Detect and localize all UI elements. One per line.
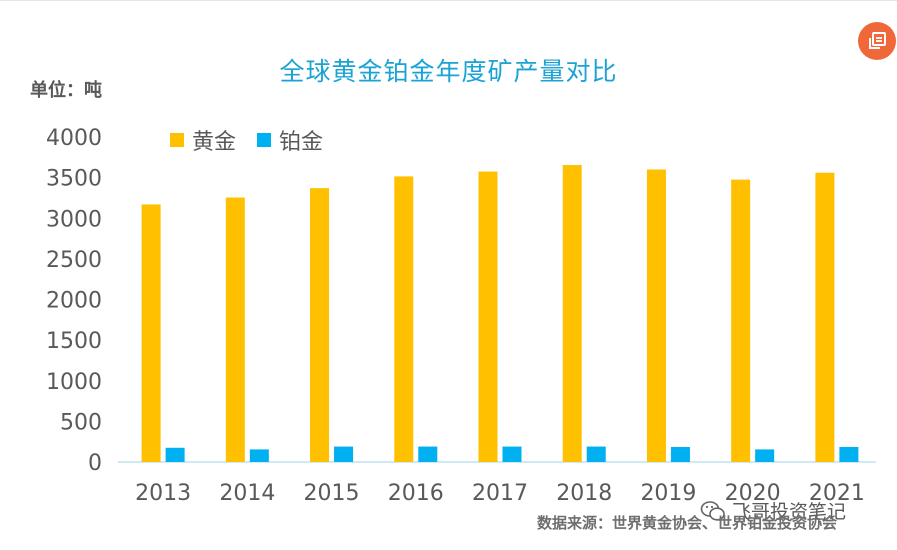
bar-platinum-2013 — [165, 447, 185, 462]
legend-swatch-1 — [257, 133, 271, 147]
share-icon — [869, 32, 886, 49]
wechat-icon — [700, 500, 725, 521]
bar-gold-2020 — [731, 179, 751, 462]
watermark: 飞哥投资笔记 — [700, 497, 846, 524]
y-tick-label: 1000 — [46, 370, 102, 395]
bar-gold-2013 — [141, 204, 161, 462]
bar-gold-2021 — [815, 172, 835, 462]
y-tick-label: 1500 — [46, 329, 102, 354]
x-tick-label: 2014 — [219, 481, 275, 506]
bar-platinum-2021 — [839, 446, 859, 462]
bar-platinum-2019 — [670, 446, 690, 462]
x-tick-label: 2017 — [472, 481, 528, 506]
bar-platinum-2016 — [418, 446, 438, 462]
y-tick-label: 0 — [88, 451, 102, 476]
unit-label: 单位：吨 — [30, 80, 102, 101]
bar-gold-2015 — [310, 188, 330, 462]
y-tick-label: 500 — [60, 410, 102, 435]
top-divider — [0, 0, 897, 1]
bar-platinum-2018 — [586, 446, 606, 462]
bar-platinum-2017 — [502, 446, 522, 462]
bar-platinum-2015 — [334, 446, 354, 462]
bar-gold-2017 — [478, 171, 498, 462]
y-tick-label: 3500 — [46, 167, 102, 192]
x-tick-label: 2021 — [809, 481, 865, 506]
legend-swatch-0 — [170, 133, 184, 147]
bar-gold-2018 — [562, 165, 582, 462]
legend-label-1: 铂金 — [279, 130, 323, 155]
chart-title: 全球黄金铂金年度矿产量对比 — [279, 57, 618, 86]
bar-gold-2016 — [394, 176, 414, 462]
y-tick-label: 2500 — [46, 248, 102, 273]
bar-gold-2014 — [225, 197, 245, 462]
x-tick-label: 2018 — [556, 481, 612, 506]
y-tick-label: 4000 — [46, 126, 102, 151]
watermark-text: 飞哥投资笔记 — [732, 501, 847, 523]
share-button[interactable] — [858, 22, 896, 60]
x-tick-label: 2013 — [135, 481, 191, 506]
y-tick-label: 2000 — [46, 289, 102, 314]
x-tick-label: 2020 — [725, 481, 781, 506]
bar-gold-2019 — [646, 169, 666, 462]
legend-label-0: 黄金 — [192, 130, 236, 155]
source-note: 数据来源：世界黄金协会、世界铂金投资协会 — [536, 514, 837, 532]
bar-platinum-2020 — [755, 449, 775, 462]
x-tick-label: 2015 — [304, 481, 360, 506]
bar-platinum-2014 — [249, 449, 269, 462]
x-tick-label: 2016 — [388, 481, 444, 506]
x-tick-label: 2019 — [640, 481, 696, 506]
y-tick-label: 3000 — [46, 207, 102, 232]
